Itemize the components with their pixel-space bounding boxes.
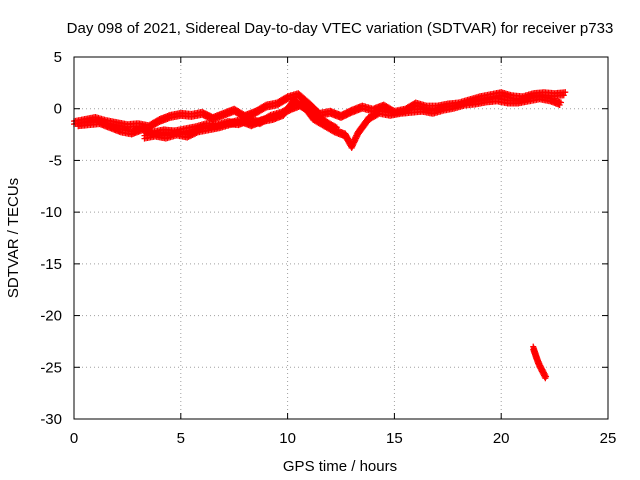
data-point [558,99,565,106]
data-point [543,373,550,380]
series-track-4 [530,343,550,382]
y-tick-label: -25 [40,359,62,376]
x-tick-label: 0 [70,430,78,447]
data-point [562,89,569,96]
data-point [261,105,268,112]
y-tick-label: 5 [54,49,62,66]
data-points [71,89,569,382]
data-point [155,119,162,126]
x-tick-label: 15 [386,430,403,447]
y-tick-label: 0 [54,101,62,118]
x-axis-label: GPS time / hours [283,458,397,475]
x-tick-label: 5 [177,430,185,447]
chart-title: Day 098 of 2021, Sidereal Day-to-day VTE… [67,20,614,37]
y-tick-label: -10 [40,204,62,221]
y-tick-label: -20 [40,308,62,325]
x-tick-label: 25 [600,430,617,447]
axis-ticks [73,56,609,420]
data-point [560,92,567,99]
x-tick-label: 10 [279,430,296,447]
plot-frame [73,56,609,420]
y-tick-label: -15 [40,256,62,273]
grid [74,57,608,419]
series-track-3 [141,96,340,142]
tick-labels: 0 5 10 15 20 25 5 0 -5 -10 -15 -20 -25 -30 [40,49,616,447]
x-tick-label: 20 [493,430,510,447]
y-tick-label: -5 [49,152,62,169]
data-point [333,124,340,131]
y-tick-label: -30 [40,411,62,428]
y-axis-label: SDTVAR / TECUs [5,178,22,298]
data-point [283,97,290,104]
